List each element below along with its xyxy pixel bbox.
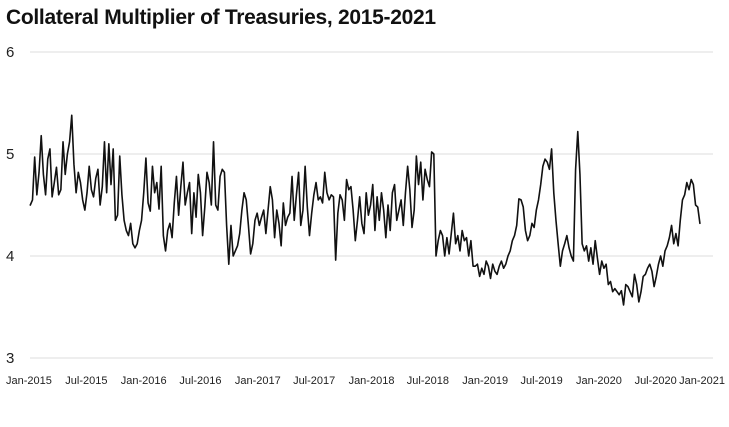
x-tick-label: Jan-2017: [235, 375, 281, 387]
x-axis-tick-labels: Jan-2015 Jul-2015 Jan-2016 Jul-2016 Jan-2017…: [6, 375, 725, 387]
y-tick-label: 6: [6, 44, 14, 61]
y-axis-tick-labels: 3 4 5 6: [6, 44, 14, 367]
chart-title: Collateral Multiplier of Treasuries, 201…: [6, 6, 436, 29]
x-tick-label: Jul-2018: [407, 375, 449, 387]
y-tick-label: 5: [6, 146, 14, 163]
x-tick-label: Jul-2017: [293, 375, 335, 387]
gridlines: [30, 51, 713, 359]
x-tick-label: Jan-2018: [349, 375, 395, 387]
x-tick-label: Jul-2016: [179, 375, 221, 387]
x-tick-label: Jan-2015: [6, 375, 52, 387]
series-line: [29, 114, 701, 306]
y-tick-label: 3: [6, 350, 14, 367]
x-tick-label: Jul-2020: [635, 375, 677, 387]
x-tick-label: Jan-2016: [121, 375, 167, 387]
x-tick-label: Jan-2021: [679, 375, 725, 387]
x-tick-label: Jul-2019: [521, 375, 563, 387]
x-tick-label: Jan-2019: [462, 375, 508, 387]
x-tick-label: Jul-2015: [65, 375, 107, 387]
data-series: [29, 114, 701, 306]
x-tick-label: Jan-2020: [576, 375, 622, 387]
y-tick-label: 4: [6, 248, 14, 265]
